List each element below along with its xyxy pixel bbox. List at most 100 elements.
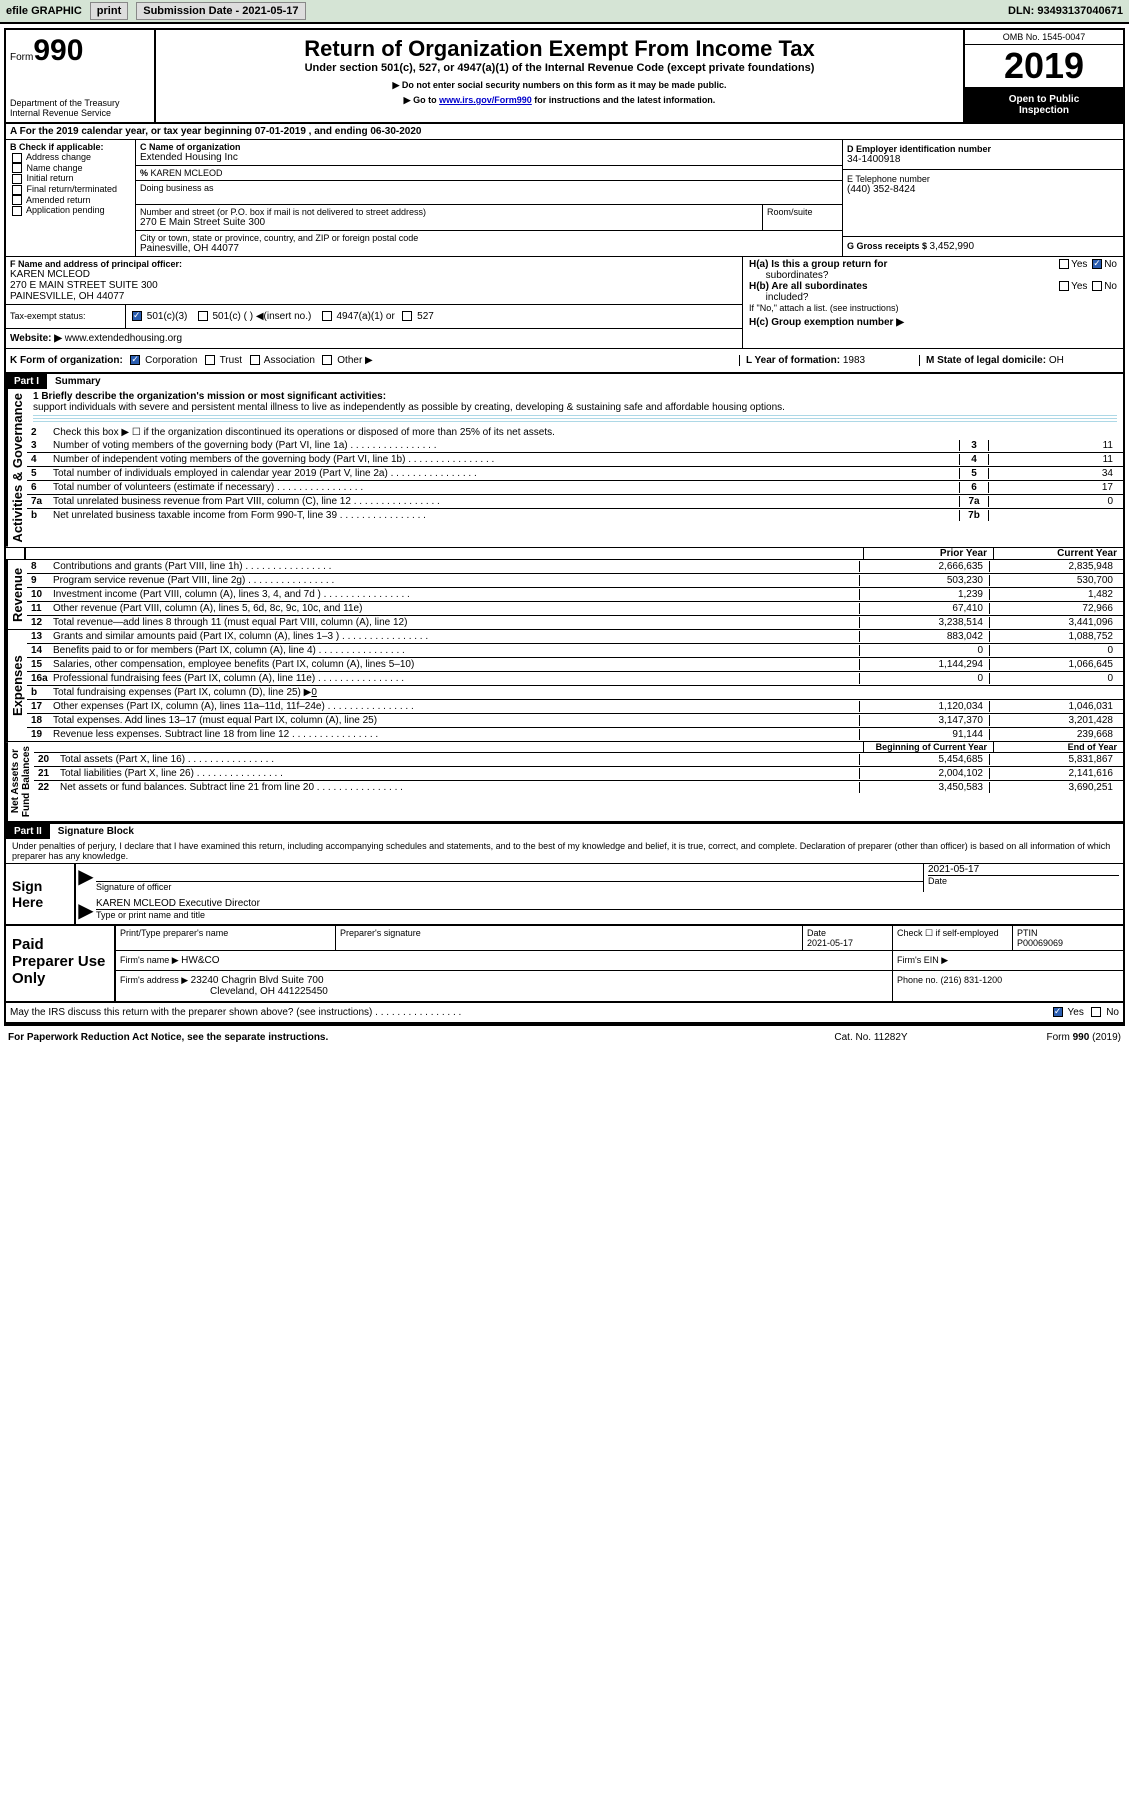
- form-title: Return of Organization Exempt From Incom…: [162, 36, 957, 62]
- sign-arrow-icon: ▶: [76, 864, 96, 892]
- val11p: 67,410: [859, 603, 989, 614]
- opt-4947: 4947(a)(1) or: [336, 311, 394, 322]
- no-label: No: [1104, 259, 1117, 270]
- part2-label: Part II: [6, 824, 50, 839]
- vlabel-activities: Activities & Governance: [6, 389, 27, 547]
- hb-note: If "No," attach a list. (see instruction…: [749, 303, 1117, 313]
- chk-initial[interactable]: Initial return: [10, 173, 131, 184]
- chk-final[interactable]: Final return/terminated: [10, 184, 131, 195]
- chk-4947[interactable]: [322, 311, 332, 321]
- val21c: 2,141,616: [989, 768, 1119, 779]
- part2-header: Part II Signature Block: [6, 822, 1123, 839]
- discuss-no[interactable]: [1091, 1007, 1101, 1017]
- hb-yes[interactable]: [1059, 281, 1069, 291]
- chk-527[interactable]: [402, 311, 412, 321]
- chk-name-label: Name change: [27, 163, 83, 173]
- ptin-value: P00069069: [1017, 938, 1063, 948]
- val8p: 2,666,635: [859, 561, 989, 572]
- part2-title: Signature Block: [50, 824, 142, 839]
- val13p: 883,042: [859, 631, 989, 642]
- tax-period-text: For the 2019 calendar year, or tax year …: [20, 126, 422, 137]
- chk-address[interactable]: Address change: [10, 152, 131, 163]
- val13c: 1,088,752: [989, 631, 1119, 642]
- line7a: Total unrelated business revenue from Pa…: [53, 496, 959, 507]
- prep-date-label: Date: [807, 928, 826, 938]
- block-b-title: B Check if applicable:: [10, 142, 131, 152]
- val22p: 3,450,583: [859, 782, 989, 793]
- website-value: www.extendedhousing.org: [65, 333, 182, 344]
- line17: Other expenses (Part IX, column (A), lin…: [53, 701, 859, 712]
- vlabel-netassets: Net Assets orFund Balances: [6, 742, 34, 821]
- form-word: Form: [10, 52, 33, 63]
- discuss-yes[interactable]: [1053, 1007, 1063, 1017]
- line15: Salaries, other compensation, employee b…: [53, 659, 859, 670]
- sign-here-label: Sign Here: [6, 864, 76, 924]
- val11c: 72,966: [989, 603, 1119, 614]
- part1-label: Part I: [6, 374, 47, 389]
- form-number: 990: [33, 34, 83, 67]
- dept-label: Department of the Treasury: [10, 98, 150, 108]
- form990-link[interactable]: www.irs.gov/Form990: [439, 95, 532, 105]
- line16a: Professional fundraising fees (Part IX, …: [53, 673, 859, 684]
- efile-label: efile GRAPHIC: [6, 5, 82, 17]
- part1-header: Part I Summary: [6, 374, 1123, 389]
- opt-corp: Corporation: [145, 355, 197, 366]
- inspection: Inspection: [971, 105, 1117, 116]
- val7a: 0: [989, 496, 1119, 507]
- form-org-label: K Form of organization:: [10, 355, 123, 366]
- opt-other: Other ▶: [337, 355, 372, 366]
- line21: Total liabilities (Part X, line 26): [60, 768, 859, 779]
- discuss-text: May the IRS discuss this return with the…: [10, 1007, 1051, 1018]
- officer-name: KAREN MCLEOD: [10, 269, 738, 280]
- form-subtitle: Under section 501(c), 527, or 4947(a)(1)…: [162, 62, 957, 74]
- website-label: Website: ▶: [10, 333, 65, 344]
- chk-amended[interactable]: Amended return: [10, 195, 131, 206]
- chk-address-label: Address change: [26, 152, 91, 162]
- opt-trust: Trust: [220, 355, 242, 366]
- type-print-label: Type or print name and title: [96, 910, 1123, 920]
- ha-no[interactable]: [1092, 259, 1102, 269]
- tax-exempt-label: Tax-exempt status:: [6, 305, 126, 328]
- city-label: City or town, state or province, country…: [140, 233, 838, 243]
- eoy-hdr: End of Year: [993, 742, 1123, 752]
- hb-no[interactable]: [1092, 281, 1102, 291]
- state-domicile-label: M State of legal domicile:: [926, 355, 1049, 366]
- val4: 11: [989, 454, 1119, 465]
- hb-label-post: included?: [766, 292, 809, 303]
- opt-501c: 501(c) ( ) ◀(insert no.): [212, 311, 311, 322]
- chk-pending-label: Application pending: [26, 205, 105, 215]
- sign-arrow-icon2: ▶: [76, 898, 96, 923]
- line6: Total number of volunteers (estimate if …: [53, 482, 959, 493]
- chk-501c3[interactable]: [132, 311, 142, 321]
- prep-check-self[interactable]: Check ☐ if self-employed: [893, 926, 1013, 950]
- goto-note: ▶ Go to www.irs.gov/Form990 for instruct…: [162, 95, 957, 106]
- paid-preparer-label: Paid Preparer Use Only: [6, 926, 116, 1001]
- val16p: 0: [859, 673, 989, 684]
- line11: Other revenue (Part VIII, column (A), li…: [53, 603, 859, 614]
- chk-assoc[interactable]: [250, 355, 260, 365]
- val15c: 1,066,645: [989, 659, 1119, 670]
- chk-501c[interactable]: [198, 311, 208, 321]
- org-name: Extended Housing Inc: [140, 152, 838, 163]
- ha-yes[interactable]: [1059, 259, 1069, 269]
- chk-other[interactable]: [322, 355, 332, 365]
- val19p: 91,144: [859, 729, 989, 740]
- line12: Total revenue—add lines 8 through 11 (mu…: [53, 617, 859, 628]
- irs-label: Internal Revenue Service: [10, 108, 150, 118]
- val9p: 503,230: [859, 575, 989, 586]
- block-c-label: C Name of organization: [140, 142, 838, 152]
- chk-pending[interactable]: Application pending: [10, 205, 131, 216]
- sig-officer-label: Signature of officer: [96, 882, 923, 892]
- chk-corp[interactable]: [130, 355, 140, 365]
- chk-name[interactable]: Name change: [10, 163, 131, 174]
- chk-amended-label: Amended return: [26, 195, 91, 205]
- val12p: 3,238,514: [859, 617, 989, 628]
- form-container: Form990 Department of the Treasury Inter…: [4, 28, 1125, 1026]
- firm-phone-label: Phone no.: [897, 975, 941, 985]
- line22: Net assets or fund balances. Subtract li…: [60, 782, 859, 793]
- print-button[interactable]: print: [90, 2, 128, 20]
- chk-trust[interactable]: [205, 355, 215, 365]
- firm-addr2: Cleveland, OH 441225450: [210, 986, 328, 997]
- val15p: 1,144,294: [859, 659, 989, 670]
- val20p: 5,454,685: [859, 754, 989, 765]
